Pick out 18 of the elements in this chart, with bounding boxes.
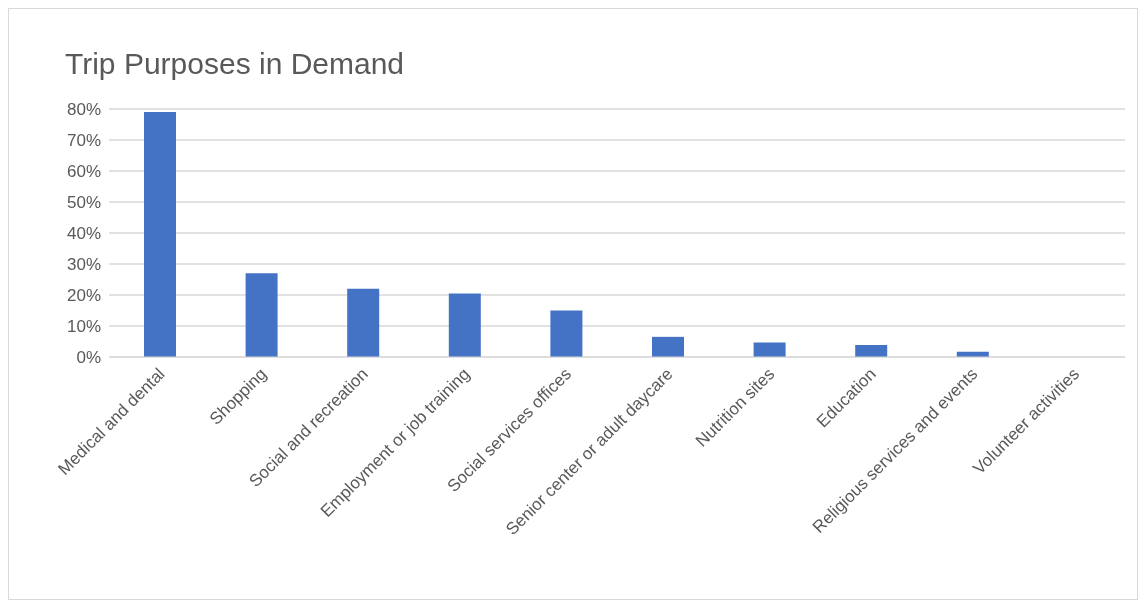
bar — [448, 293, 481, 357]
y-tick-label: 40% — [66, 224, 101, 244]
y-tick-label: 0% — [76, 348, 101, 368]
y-tick-label: 60% — [66, 162, 101, 182]
bar — [652, 336, 684, 357]
y-tick-label: 30% — [66, 255, 101, 275]
bar — [144, 112, 176, 357]
chart-title: Trip Purposes in Demand — [65, 47, 405, 81]
bar — [347, 288, 380, 357]
y-tick-label: 20% — [66, 286, 101, 306]
y-tick-label: 80% — [66, 100, 101, 120]
y-tick-label: 50% — [66, 193, 101, 213]
y-tick-label: 10% — [66, 317, 101, 337]
y-tick-label: 70% — [66, 131, 101, 151]
bar — [753, 342, 786, 357]
bar — [550, 310, 583, 357]
bar — [245, 273, 278, 357]
bar — [855, 344, 888, 357]
